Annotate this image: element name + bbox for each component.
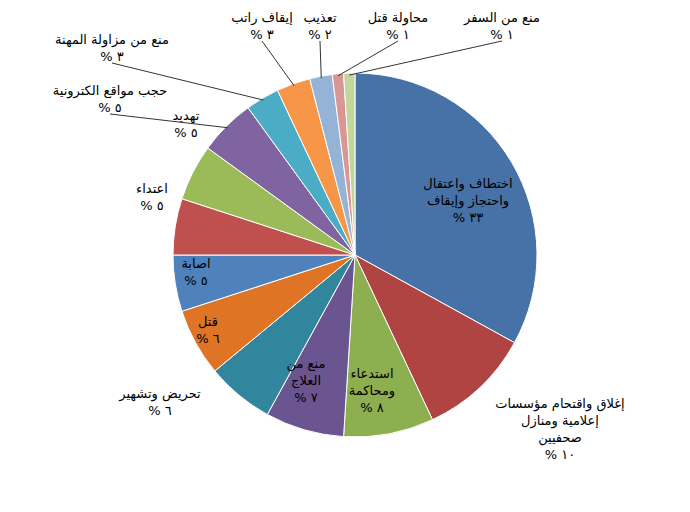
data-label: ٣ % (250, 27, 274, 42)
data-label: ٥ % (98, 100, 122, 115)
data-label: ٦ % (148, 403, 172, 418)
slice-label: اعتداء (136, 181, 168, 196)
slice-label: منع من السفر (463, 10, 540, 26)
labels: اختطاف واعتقالواحتجاز وإيقاف٣٣ % إغلاق وا… (53, 10, 625, 462)
data-label: ٥ % (140, 198, 164, 213)
slice-label: منع منالعلاج (287, 356, 326, 389)
data-label: ٢ % (308, 27, 332, 42)
data-label: ٧ % (294, 390, 318, 405)
data-label: ١٠ % (545, 447, 575, 462)
leader-line (320, 41, 321, 78)
data-label: ٥ % (184, 273, 208, 288)
pie-slice (344, 255, 433, 437)
leader-line (112, 63, 263, 100)
slice-label: تحريض وتشهير (118, 386, 201, 402)
chart-container: اختطاف واعتقالواحتجاز وإيقاف٣٣ % إغلاق وا… (0, 0, 690, 512)
slice-label: حجب مواقع الكترونية (53, 83, 168, 99)
data-label: ٨ % (360, 400, 384, 415)
leader-line (349, 41, 502, 75)
leader-line (262, 41, 294, 86)
data-label: ٥ % (174, 125, 198, 140)
data-label: ٣٣ % (453, 210, 483, 225)
data-label: ٣ % (100, 49, 124, 64)
data-label: ٦ % (196, 331, 220, 346)
slice-label: إيقاف راتب (231, 10, 293, 26)
slice-label: استدعاءومحاكمة (349, 366, 395, 399)
slice-label: اختطاف واعتقالواحتجاز وإيقاف (423, 176, 512, 209)
pie-chart: اختطاف واعتقالواحتجاز وإيقاف٣٣ % إغلاق وا… (0, 0, 690, 512)
pie-slice (332, 73, 355, 255)
data-label: ١ % (490, 27, 513, 42)
slice-label: إغلاق واقتحام مؤسساتإعلامية ومنازلصحفيين (495, 396, 624, 446)
slice-label: محاولة قتل (368, 10, 429, 26)
pie-slice (173, 255, 355, 311)
slice-label: منع من مزاولة المهنة (55, 32, 169, 48)
slice-label: قتل (198, 314, 218, 329)
data-label: ١ % (386, 27, 409, 42)
slice-label: تعذيب (303, 10, 336, 25)
slice-label: اصابة (181, 256, 210, 271)
leader-line (110, 114, 228, 128)
pie-slice (344, 73, 355, 255)
